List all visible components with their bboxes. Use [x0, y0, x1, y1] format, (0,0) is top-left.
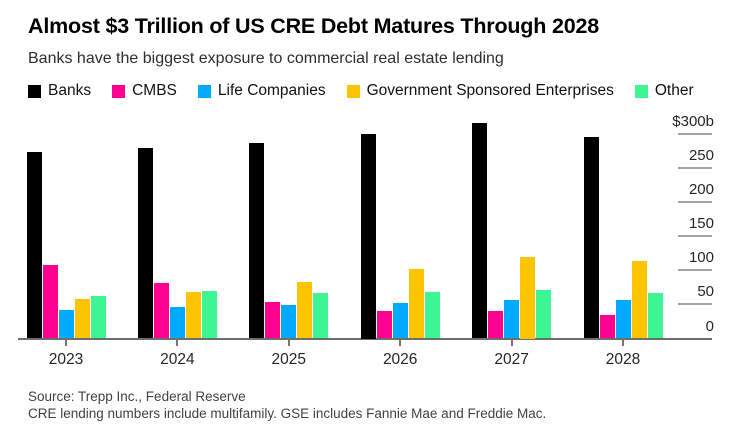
bar-cmbs-2028: [599, 315, 615, 339]
x-axis-tick: [622, 339, 624, 346]
bar-government-sponsored-enterprises-2025: [297, 282, 313, 339]
legend-swatch-government-sponsored-enterprises: [346, 84, 360, 98]
y-axis-tick-label: 200: [688, 180, 714, 198]
legend-label: Other: [654, 82, 694, 99]
bar-government-sponsored-enterprises-2027: [520, 256, 536, 339]
bar-life-companies-2027: [504, 300, 520, 339]
x-axis-year-label: 2027: [494, 351, 529, 368]
y-axis-tick-label: 50: [697, 283, 714, 301]
bar-life-companies-2023: [58, 310, 74, 339]
x-axis-year-label: 2028: [605, 351, 641, 368]
legend-label: Government Sponsored Enterprises: [366, 82, 614, 99]
bar-life-companies-2024: [169, 307, 185, 339]
y-axis-tick-label: 0: [705, 317, 714, 335]
bar-banks-2025: [249, 143, 265, 339]
chart-title: Almost $3 Trillion of US CRE Debt Mature…: [28, 14, 599, 38]
bar-other-2026: [424, 292, 440, 339]
bar-cmbs-2024: [153, 283, 169, 339]
y-axis-tick-line: [678, 166, 712, 169]
y-axis-tick-line: [678, 235, 712, 237]
x-axis-year-label: 2024: [160, 351, 195, 368]
legend-label: Banks: [48, 82, 92, 99]
bar-other-2023: [90, 296, 106, 339]
bar-banks-2027: [472, 122, 488, 339]
bar-banks-2028: [583, 136, 599, 339]
chart-subtitle: Banks have the biggest exposure to comme…: [28, 50, 504, 67]
bar-life-companies-2025: [281, 305, 297, 339]
bar-banks-2023: [26, 151, 42, 339]
footnote-text: CRE lending numbers include multifamily.…: [28, 406, 547, 421]
bar-life-companies-2028: [615, 300, 631, 339]
y-axis-tick-line: [678, 200, 712, 203]
bar-cmbs-2027: [488, 311, 504, 339]
legend-item-government-sponsored-enterprises: Government Sponsored Enterprises: [346, 82, 614, 100]
bar-banks-2024: [137, 147, 153, 339]
y-axis-tick-label: 100: [688, 249, 714, 267]
legend: Banks CMBS Life Companies Government Sponso…: [28, 82, 694, 100]
source-text: Source: Trepp Inc., Federal Reserve: [28, 389, 246, 404]
x-axis-year-label: 2025: [271, 351, 307, 368]
y-axis-tick-line: [678, 132, 712, 135]
bar-government-sponsored-enterprises-2028: [631, 261, 647, 339]
y-axis-tick-label: 150: [688, 215, 714, 232]
x-axis-tick: [287, 339, 290, 346]
x-axis-tick: [510, 339, 513, 346]
bar-cmbs-2023: [42, 264, 58, 339]
legend-label: CMBS: [132, 82, 177, 99]
x-axis-year-label: 2026: [382, 351, 418, 368]
legend-label: Life Companies: [217, 82, 326, 99]
y-axis-tick-label: $300b: [672, 112, 714, 130]
legend-item-banks: Banks: [28, 82, 91, 100]
bar-cmbs-2025: [265, 302, 281, 339]
legend-swatch-banks: [28, 84, 41, 98]
y-axis-tick-line: [678, 303, 712, 306]
legend-item-life-companies: Life Companies: [197, 82, 326, 100]
bar-other-2024: [201, 290, 217, 339]
x-axis-year-label: 2023: [48, 351, 84, 368]
x-axis-line: [18, 337, 712, 340]
legend-item-other: Other: [634, 82, 694, 100]
legend-item-cmbs: CMBS: [112, 82, 177, 100]
x-axis-tick: [176, 339, 179, 346]
legend-swatch-cmbs: [112, 84, 126, 98]
y-axis-tick-line: [678, 269, 712, 272]
bar-other-2028: [647, 293, 663, 339]
bar-banks-2026: [360, 133, 376, 339]
bar-cmbs-2026: [376, 311, 392, 339]
y-axis-tick-label: 250: [688, 146, 714, 164]
bar-other-2025: [313, 293, 329, 339]
legend-swatch-life-companies: [197, 84, 211, 98]
bar-government-sponsored-enterprises-2024: [185, 292, 201, 339]
bar-life-companies-2026: [392, 302, 408, 339]
bar-other-2027: [536, 289, 552, 339]
bar-government-sponsored-enterprises-2023: [74, 298, 90, 339]
legend-swatch-other: [634, 84, 648, 98]
bar-government-sponsored-enterprises-2026: [408, 268, 424, 339]
x-axis-tick: [65, 339, 67, 346]
x-axis-tick: [399, 339, 402, 346]
